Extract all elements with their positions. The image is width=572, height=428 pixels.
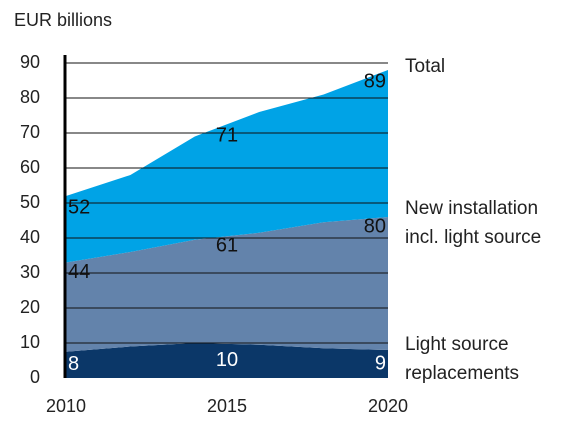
- y-tick-label: 40: [20, 227, 40, 247]
- y-tick-label: 10: [20, 332, 40, 352]
- data-label: 89: [364, 70, 386, 92]
- y-tick-label: 90: [20, 52, 40, 72]
- area: [66, 217, 388, 352]
- data-label: 52: [68, 196, 90, 218]
- y-tick-label: 70: [20, 122, 40, 142]
- y-tick-label: 60: [20, 157, 40, 177]
- data-label: 61: [216, 235, 238, 257]
- data-label: 10: [216, 349, 238, 371]
- y-tick-label: 80: [20, 87, 40, 107]
- x-tick-label: 2020: [368, 396, 408, 416]
- data-label: 80: [364, 215, 386, 237]
- data-label: 8: [68, 353, 79, 375]
- y-tick-label: 0: [30, 367, 40, 387]
- legend-label: New installation incl. light source: [405, 198, 542, 248]
- y-tick-label: 20: [20, 297, 40, 317]
- area: [66, 70, 388, 263]
- data-label: 71: [216, 125, 238, 147]
- x-tick-label: 2015: [207, 396, 247, 416]
- data-label: 44: [68, 261, 90, 283]
- axis-label: EUR billions: [14, 10, 112, 30]
- legend-label: Light source replacements: [405, 334, 520, 384]
- data-label: 9: [375, 352, 386, 374]
- area: [66, 343, 388, 378]
- y-tick-label: 30: [20, 262, 40, 282]
- x-tick-label: 2010: [46, 396, 86, 416]
- y-tick-label: 50: [20, 192, 40, 212]
- legend-label: Total: [405, 56, 446, 77]
